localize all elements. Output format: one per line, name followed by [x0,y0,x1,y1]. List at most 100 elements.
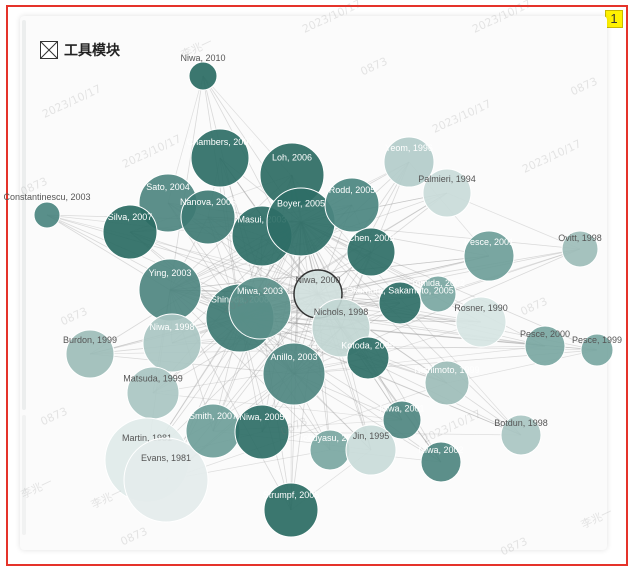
graph-edge [293,345,546,375]
graph-node-label: Rosner, 1990 [454,303,508,313]
graph-node-circle[interactable] [346,227,396,277]
graph-node-label: Smith, 2007 [189,411,237,421]
graph-node-circle[interactable] [455,296,507,348]
graph-node-circle[interactable] [382,400,422,440]
graph-node-jin-1995[interactable]: Jin, 1995 [345,424,397,476]
graph-node-nishimoto-1999[interactable]: Nishimoto, 1999 [414,360,480,406]
graph-node-label: Burdon, 1999 [63,335,117,345]
graph-node-circle[interactable] [422,168,472,218]
graph-node-circle[interactable] [345,424,397,476]
graph-node-miwa-2003[interactable]: Miwa, 2003 [228,276,292,340]
graph-node-chen-2005[interactable]: Chen, 2005 [346,227,396,277]
graph-node-chambers-2007[interactable]: Chambers, 2007 [187,128,254,188]
graph-node-label: Pesce, 2001 [464,237,514,247]
graph-edge [202,75,319,295]
graph-node-evans-1981[interactable]: Evans, 1981 [123,437,209,523]
graph-node-botdun-1998[interactable]: Botdun, 1998 [494,414,548,456]
graph-edge [152,392,403,421]
graph-node-circle[interactable] [228,276,292,340]
graph-node-niwa-2010[interactable]: Niwa, 2010 [180,53,226,91]
graph-edge [317,248,581,295]
graph-node-label: Pesce, 1999 [572,335,622,345]
graph-edge [46,214,241,319]
graph-node-circle[interactable] [378,281,422,325]
broken-image-icon [40,41,58,59]
graph-node-label: Botdun, 1998 [494,418,548,428]
graph-node-label: Martin, 1981 [122,433,172,443]
graph-node-circle[interactable] [190,128,250,188]
graph-node-circle[interactable] [234,404,290,460]
graph-node-tokuyasu-2003[interactable]: Tokuyasu, 2003 [298,429,362,471]
graph-node-label: Palmieri, 1994 [418,174,476,184]
graph-node-rodd-2005[interactable]: Rodd, 2005 [324,177,380,233]
graph-edge [202,75,261,309]
graph-edge [259,307,482,323]
graph-node-label: Tokuyasu, 2003 [298,433,361,443]
graph-node-circle[interactable] [561,230,599,268]
graph-node-rosner-1990[interactable]: Rosner, 1990 [454,296,508,348]
graph-node-circle[interactable] [188,61,218,91]
graph-node-label: Niwa, 2000 [295,275,340,285]
graph-node-label: Chambers, 2007 [187,137,254,147]
graph-node-circle[interactable] [324,177,380,233]
graph-node-niwa-2005[interactable]: Niwa, 2005 [234,404,290,460]
graph-node-label: Sato, 2004 [146,182,190,192]
graph-node-circle[interactable] [262,342,326,406]
graph-node-nanova-2006[interactable]: Nanova, 2006 [180,189,236,245]
graph-edge [169,289,331,451]
graph-node-yeom-1996[interactable]: Yeom, 1996 [383,136,435,188]
graph-node-burdon-1999[interactable]: Burdon, 1999 [63,329,117,379]
graph-node-circle[interactable] [33,201,61,229]
graph-node-anillo-2003[interactable]: Anillo, 2003 [262,342,326,406]
graph-node-pesce-2000[interactable]: Pesce, 2000 [520,325,570,367]
graph-node-pesce-1999[interactable]: Pesce, 1999 [572,333,622,367]
graph-node-label: Masui, 2003 [237,215,286,225]
graph-node-boyer-2005[interactable]: Boyer, 2005 [266,187,336,257]
panel-scrollbar[interactable] [22,20,26,410]
module-title: 工具模块 [64,43,120,59]
graph-node-circle[interactable] [102,204,158,260]
graph-node-circle[interactable] [142,313,202,373]
graph-node-circle[interactable] [580,333,614,367]
graph-node-pesce-2001[interactable]: Pesce, 2001 [463,230,515,282]
graph-node-circle[interactable] [180,189,236,245]
graph-node-label: Constantinescu, 2003 [3,192,90,202]
graph-node-label: Boyer, 2005 [277,199,325,209]
graph-node-label: Okumura, Sakamoto, 2005 [346,286,454,296]
panel-scrollbar-lower [22,415,26,535]
graph-node-circle[interactable] [524,325,566,367]
graph-node-label: Yeom, 1996 [385,143,433,153]
graph-node-constantinescu-2003[interactable]: Constantinescu, 2003 [3,192,91,229]
graph-node-circle[interactable] [263,482,319,538]
graph-node-smith-2007[interactable]: Smith, 2007 [185,403,241,459]
graph-node-circle[interactable] [500,414,542,456]
graph-node-niwa-2001[interactable]: Niwa, 2001 [379,400,425,440]
graph-node-silva-2007[interactable]: Silva, 2007 [102,204,158,260]
graph-node-label: Anillo, 2003 [270,352,317,362]
graph-node-niwa-2002[interactable]: Niwa, 2002 [418,441,464,483]
selection-frame: 1 [6,5,628,566]
graph-node-matsuda-1999[interactable]: Matsuda, 1999 [123,366,183,420]
graph-node-tomida-2002[interactable]: Tomida, 2002 [411,275,465,313]
graph-node-palmieri-1994[interactable]: Palmieri, 1994 [418,168,476,218]
graph-node-label: Matsuda, 1999 [123,373,183,383]
graph-node-circle[interactable] [65,329,115,379]
graph-nodes: Niwa, 2010 Chambers, 2007 Loh, 2006 Sato, 2… [3,53,622,538]
graph-node-circle[interactable] [420,441,462,483]
graph-edge [152,357,369,394]
graph-node-circle[interactable] [419,275,457,313]
graph-node-circle[interactable] [123,437,209,523]
graph-node-label: Loh, 2006 [272,153,312,163]
graph-node-circle[interactable] [383,136,435,188]
graph-edge [165,382,448,481]
graph-node-strumpf-2005[interactable]: Strumpf, 2005 [263,482,320,538]
graph-node-circle[interactable] [346,336,390,380]
graph-node-kotoda-2005[interactable]: Kotoda, 2005 [341,336,395,380]
graph-node-circle[interactable] [424,360,470,406]
graph-node-ying-2003[interactable]: Ying, 2003 [138,258,202,322]
graph-node-okumura-sakamoto-2005[interactable]: Okumura, Sakamoto, 2005 [346,281,454,325]
graph-node-niwa-1998[interactable]: Niwa, 1998 [142,313,202,373]
graph-node-circle[interactable] [463,230,515,282]
graph-node-ovitt-1998[interactable]: Ovitt, 1998 [558,230,602,268]
